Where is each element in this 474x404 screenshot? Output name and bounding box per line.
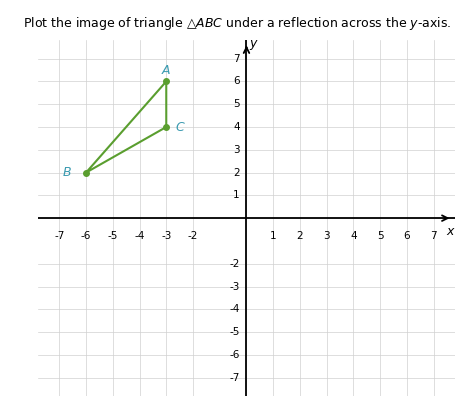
Text: -6: -6: [81, 231, 91, 241]
Text: 4: 4: [233, 122, 240, 132]
Text: 3: 3: [233, 145, 240, 155]
Text: x: x: [446, 225, 453, 238]
Text: C: C: [175, 120, 184, 133]
Text: 3: 3: [323, 231, 330, 241]
Text: -7: -7: [54, 231, 64, 241]
Text: 6: 6: [233, 76, 240, 86]
Text: -5: -5: [229, 327, 240, 337]
Text: -7: -7: [229, 372, 240, 383]
Text: 2: 2: [297, 231, 303, 241]
Text: 5: 5: [233, 99, 240, 109]
Text: -3: -3: [229, 282, 240, 292]
Text: -6: -6: [229, 350, 240, 360]
Text: 6: 6: [403, 231, 410, 241]
Text: 1: 1: [270, 231, 276, 241]
Text: y: y: [249, 37, 257, 50]
Text: 2: 2: [233, 168, 240, 178]
Text: Plot the image of triangle △$ABC$ under a reflection across the $y$-axis.: Plot the image of triangle △$ABC$ under …: [23, 15, 451, 32]
Text: 7: 7: [233, 54, 240, 64]
Text: -3: -3: [161, 231, 172, 241]
Text: -4: -4: [134, 231, 145, 241]
Text: -5: -5: [108, 231, 118, 241]
Text: 4: 4: [350, 231, 357, 241]
Text: -4: -4: [229, 304, 240, 314]
Text: 1: 1: [233, 190, 240, 200]
Text: 7: 7: [430, 231, 437, 241]
Text: B: B: [63, 166, 72, 179]
Text: -2: -2: [188, 231, 198, 241]
Text: -2: -2: [229, 259, 240, 269]
Text: A: A: [162, 63, 171, 76]
Text: 5: 5: [377, 231, 383, 241]
